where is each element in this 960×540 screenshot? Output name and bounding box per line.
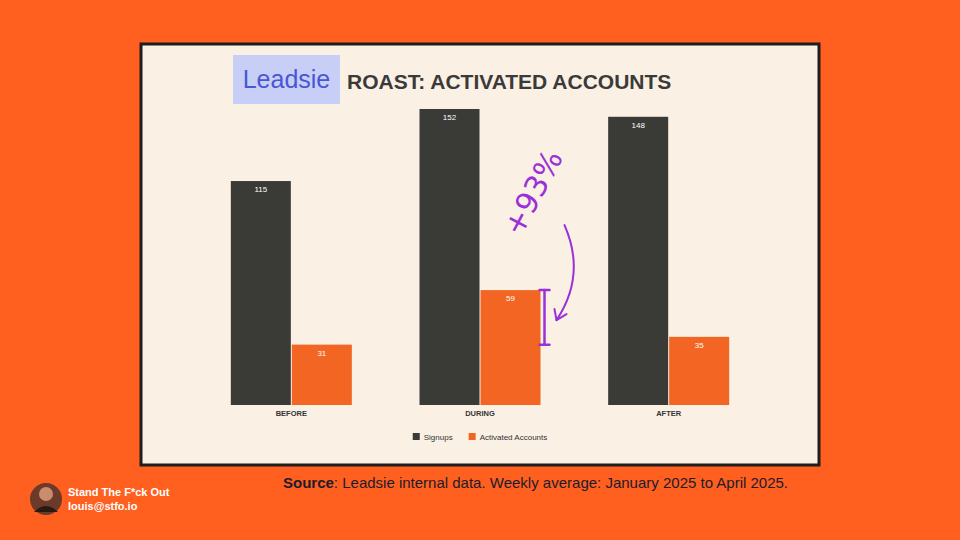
logo: Leadsie (243, 65, 331, 93)
bar (292, 345, 352, 405)
data-label: 148 (631, 121, 645, 130)
panel (141, 44, 819, 465)
bracket-cap (540, 343, 550, 346)
x-tick-label: BEFORE (276, 409, 307, 418)
legend-swatch (469, 433, 476, 440)
annotation: +93% (496, 144, 574, 345)
data-label: 152 (443, 113, 457, 122)
title: ROAST: ACTIVATED ACCOUNTS (347, 70, 671, 93)
bar (608, 117, 668, 405)
source-text: : Leadsie internal data. Weekly average:… (334, 474, 788, 491)
canvas: Leadsie ROAST: ACTIVATED ACCOUNTS 115 31 152… (0, 0, 960, 540)
data-label: 59 (506, 294, 515, 303)
avatar-body (34, 506, 58, 512)
bar (420, 109, 480, 405)
legend-swatch (413, 433, 420, 440)
logo-box (233, 55, 340, 104)
source: Source: Leadsie internal data. Weekly av… (283, 474, 788, 491)
footer-email: louis@stfo.io (68, 500, 138, 512)
data-label: 35 (695, 341, 704, 350)
bar (481, 290, 541, 405)
arrow-head (555, 309, 567, 320)
avatar (30, 483, 62, 515)
data-labels: 115 31 152 59 148 35 (254, 113, 704, 358)
bar (669, 337, 729, 405)
legend: Signups Activated Accounts (413, 433, 548, 442)
source-label: Source (283, 474, 334, 491)
x-tick-label: DURING (465, 409, 495, 418)
legend-label: Activated Accounts (480, 433, 548, 442)
bracket-cap (540, 289, 550, 292)
x-tick-label: AFTER (656, 409, 682, 418)
legend-label: Signups (424, 433, 453, 442)
footer-name: Stand The F*ck Out (68, 486, 170, 498)
bars (231, 109, 729, 405)
data-label: 31 (317, 349, 326, 358)
arrow (557, 225, 574, 320)
avatar-face (39, 487, 53, 501)
annotation-text: +93% (496, 144, 570, 242)
bar (231, 181, 291, 405)
page: {"chart_data": {"type": "bar", "title": … (0, 0, 960, 540)
bracket (543, 290, 546, 345)
data-label: 115 (254, 185, 267, 194)
